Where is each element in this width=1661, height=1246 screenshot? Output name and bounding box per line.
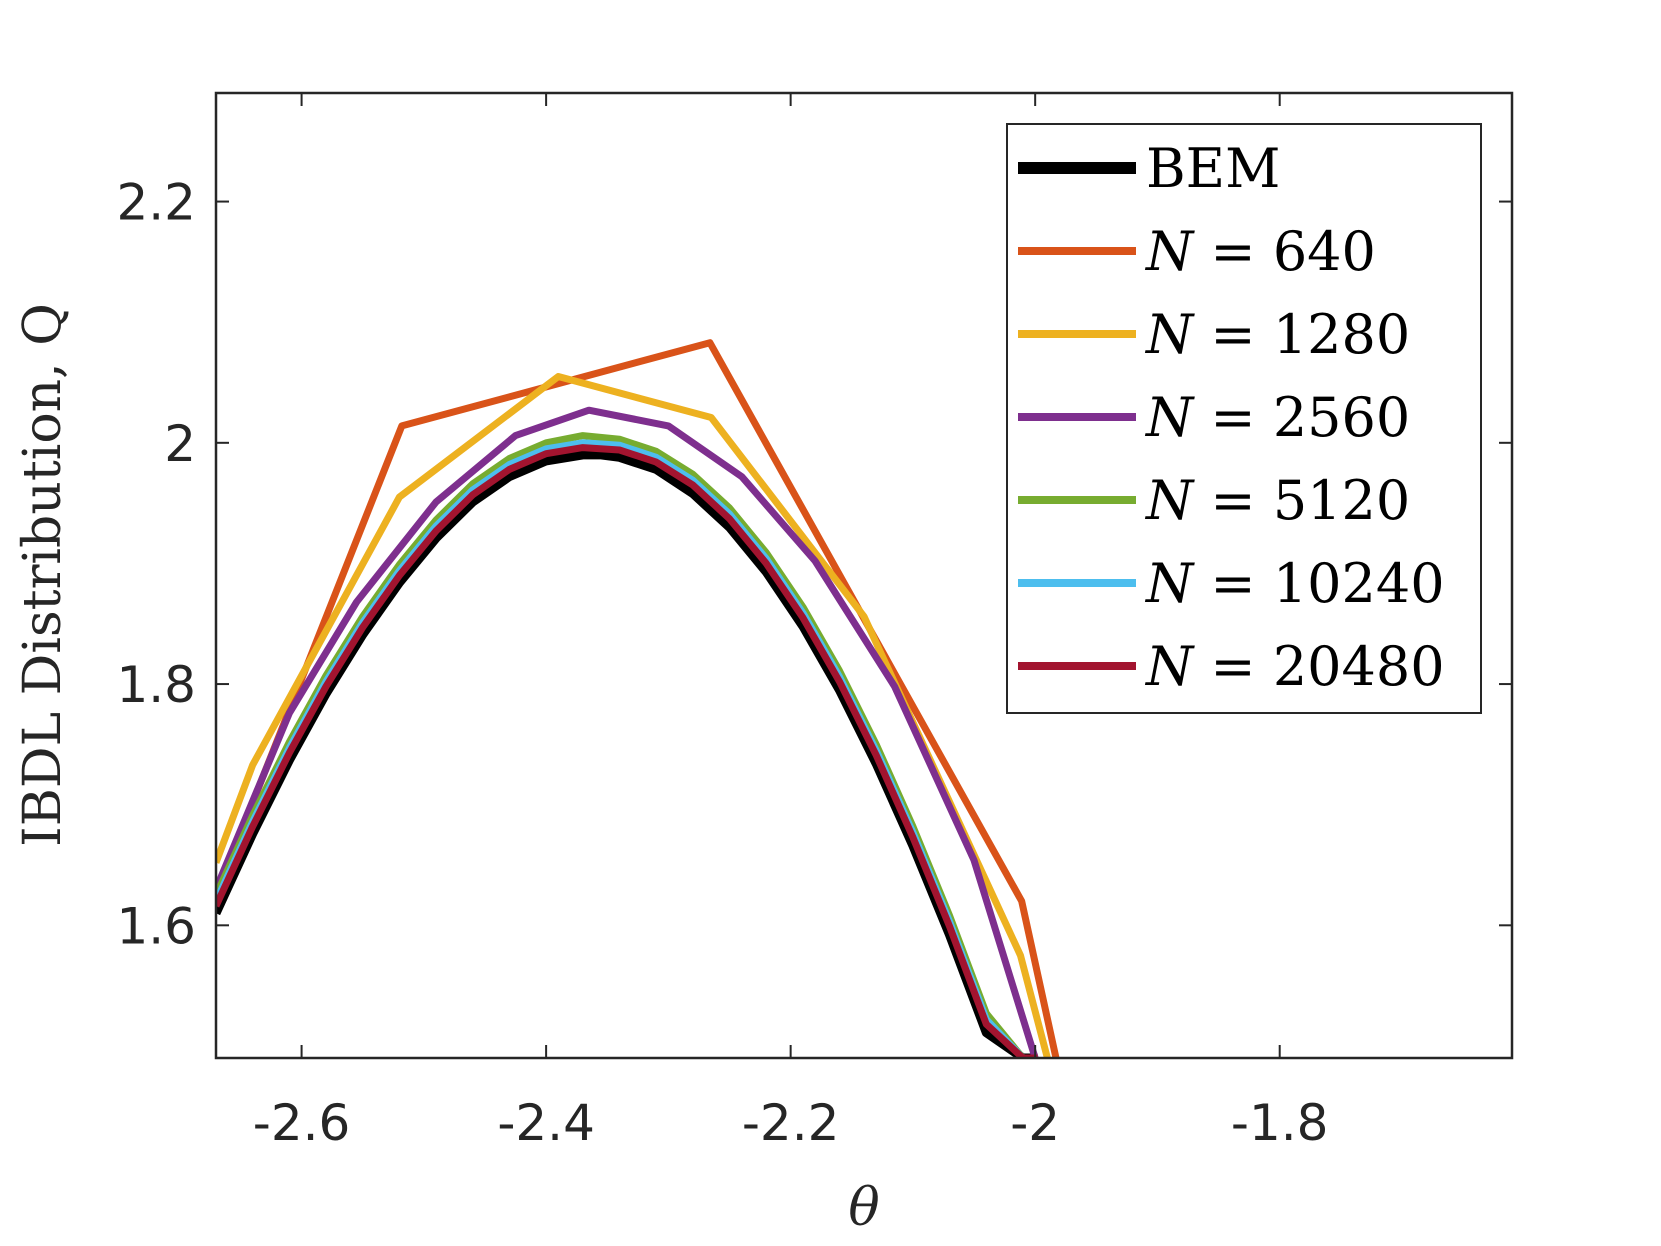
- y-tick-label: 2: [164, 415, 196, 473]
- legend-label-2: N = 1280: [1144, 303, 1410, 366]
- legend-label-3: N = 2560: [1144, 386, 1410, 449]
- x-tick-label: -2: [1010, 1094, 1060, 1152]
- legend: BEM N = 640 N = 1280 N = 2560 N = 5120 N = 10…: [1006, 123, 1482, 714]
- x-tick-label: -2.6: [253, 1094, 351, 1152]
- series-line-1: [216, 339, 1060, 1058]
- legend-label-1: N = 640: [1144, 220, 1376, 283]
- y-tick-label: 1.6: [116, 897, 196, 955]
- y-axis-label: IBDL Distribution, Q: [13, 303, 73, 847]
- x-tick-label: -1.8: [1231, 1094, 1329, 1152]
- series-line-3: [216, 406, 1039, 1058]
- ticks-layer: -2.6 -2.4 -2.2 -2 -1.8 1.6 1.8 2 2.2: [116, 93, 1512, 1152]
- legend-label-0: BEM: [1146, 137, 1280, 200]
- x-axis-label: θ: [848, 1178, 879, 1238]
- legend-label-5: N = 10240: [1144, 552, 1445, 615]
- y-tick-label: 2.2: [116, 174, 196, 232]
- series-line-2: [216, 373, 1051, 1058]
- x-tick-label: -2.2: [742, 1094, 840, 1152]
- legend-label-4: N = 5120: [1144, 469, 1410, 532]
- plot-frame: [214, 91, 1514, 1060]
- x-tick-label: -2.4: [497, 1094, 595, 1152]
- series-layer: [216, 339, 1060, 1058]
- series-line-6: [216, 444, 1038, 1058]
- y-tick-label: 1.8: [116, 656, 196, 714]
- legend-label-6: N = 20480: [1144, 635, 1445, 698]
